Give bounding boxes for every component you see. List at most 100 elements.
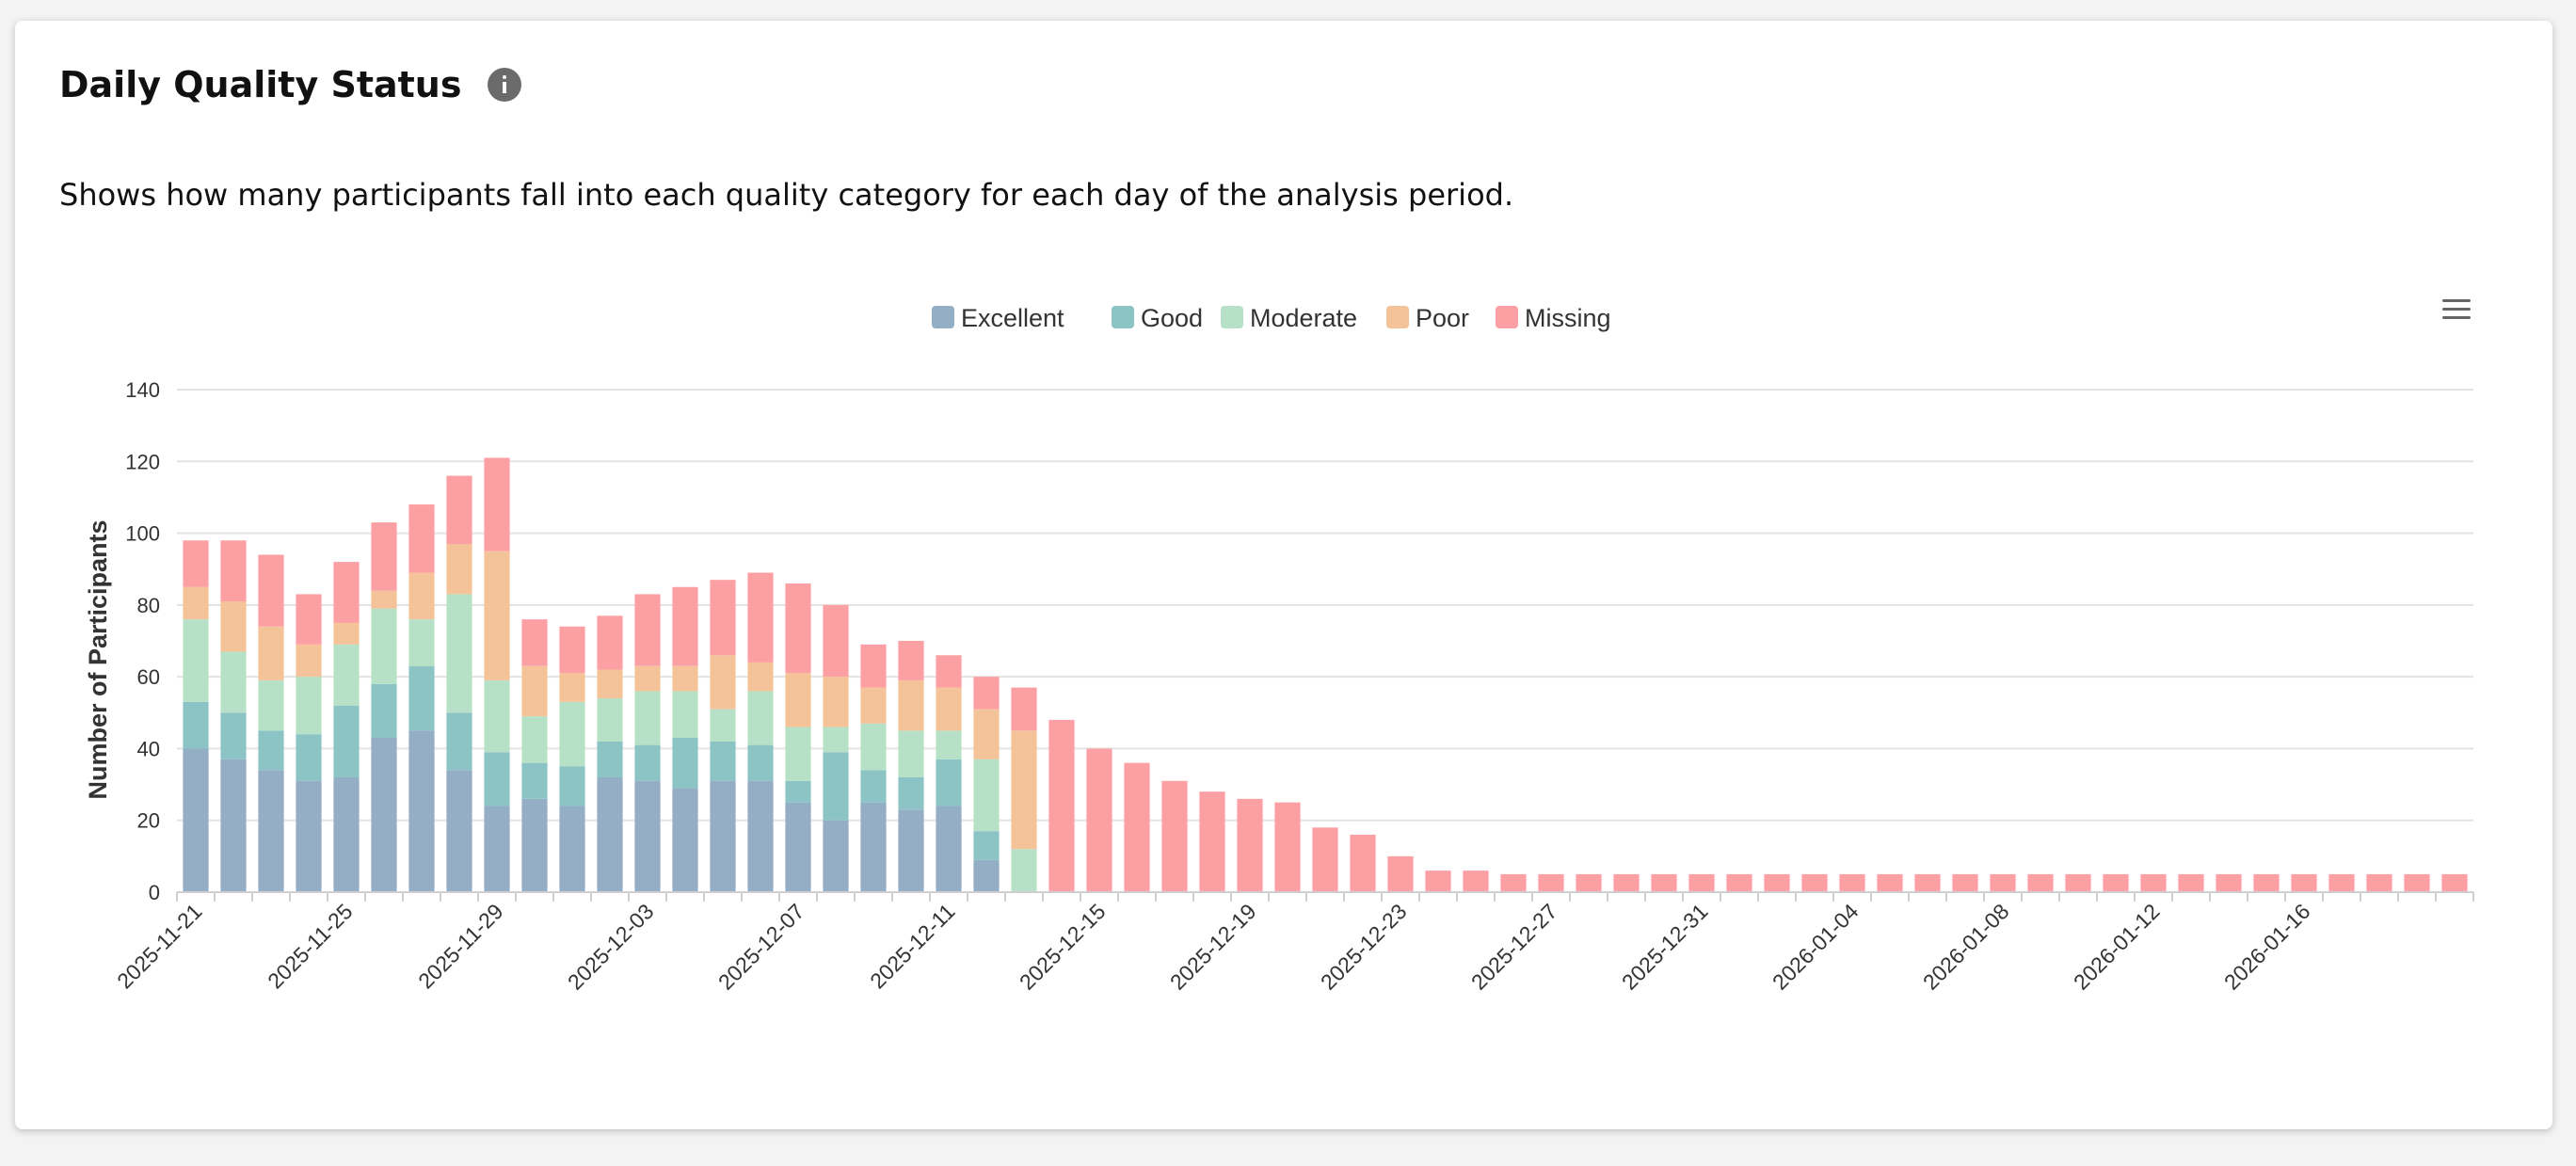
bar-missing[interactable] [1914,873,1941,892]
bar-moderate[interactable] [559,701,585,767]
bar-poor[interactable] [371,590,397,609]
bar-missing[interactable] [446,475,472,545]
bar-moderate[interactable] [408,619,435,666]
bar-excellent[interactable] [710,780,736,892]
bar-missing[interactable] [521,619,548,666]
legend-item-good[interactable]: Good [1112,304,1203,332]
bar-missing[interactable] [1237,798,1263,892]
bar-missing[interactable] [1161,780,1188,892]
bar-excellent[interactable] [408,730,435,892]
bar-missing[interactable] [597,615,623,670]
bar-moderate[interactable] [898,730,924,777]
bar-excellent[interactable] [258,770,284,892]
bar-good[interactable] [672,737,698,789]
bar-missing[interactable] [1651,873,1677,892]
bar-missing[interactable] [2366,873,2392,892]
bar-excellent[interactable] [333,776,360,892]
bar-good[interactable] [408,665,435,731]
bar-missing[interactable] [408,504,435,573]
bar-excellent[interactable] [898,809,924,892]
legend-item-poor[interactable]: Poor [1386,304,1469,332]
bar-missing[interactable] [1952,873,1978,892]
bar-missing[interactable] [936,655,962,688]
bar-poor[interactable] [296,644,322,678]
bar-good[interactable] [484,752,510,807]
bar-missing[interactable] [2065,873,2091,892]
bar-poor[interactable] [785,673,811,727]
bar-good[interactable] [371,683,397,738]
bar-good[interactable] [220,712,247,759]
bar-moderate[interactable] [484,679,510,753]
bar-good[interactable] [183,701,209,749]
bar-missing[interactable] [973,677,1000,710]
bar-good[interactable] [898,776,924,810]
bar-poor[interactable] [220,601,247,652]
bar-good[interactable] [296,734,322,781]
bar-missing[interactable] [672,586,698,666]
bar-good[interactable] [823,752,849,821]
bar-excellent[interactable] [183,748,209,892]
bar-good[interactable] [333,705,360,777]
bar-moderate[interactable] [296,677,322,735]
bar-missing[interactable] [823,604,849,678]
bar-missing[interactable] [1500,873,1527,892]
bar-poor[interactable] [823,677,849,727]
bar-missing[interactable] [1350,834,1376,892]
bar-excellent[interactable] [521,798,548,892]
bar-poor[interactable] [446,544,472,595]
bar-moderate[interactable] [936,730,962,759]
bar-poor[interactable] [484,551,510,680]
bar-poor[interactable] [521,665,548,717]
bar-missing[interactable] [1764,873,1790,892]
bar-missing[interactable] [2103,873,2129,892]
bar-excellent[interactable] [484,806,510,892]
bar-missing[interactable] [1463,871,1489,892]
bar-moderate[interactable] [785,727,811,781]
bar-missing[interactable] [2253,873,2280,892]
bar-good[interactable] [860,770,887,803]
bar-good[interactable] [710,741,736,781]
bar-excellent[interactable] [634,780,661,892]
bar-excellent[interactable] [446,770,472,892]
bar-missing[interactable] [898,641,924,680]
bar-missing[interactable] [1274,802,1301,892]
bar-missing[interactable] [1086,748,1112,892]
bar-poor[interactable] [973,709,1000,759]
bar-missing[interactable] [333,562,360,623]
bar-missing[interactable] [371,522,397,591]
bar-missing[interactable] [559,626,585,674]
bar-missing[interactable] [1688,873,1715,892]
bar-excellent[interactable] [220,759,247,892]
bar-excellent[interactable] [371,737,397,892]
bar-excellent[interactable] [973,859,1000,892]
bar-missing[interactable] [220,540,247,602]
bar-missing[interactable] [785,583,811,674]
bar-missing[interactable] [2441,873,2468,892]
bar-excellent[interactable] [785,802,811,892]
bar-moderate[interactable] [521,716,548,763]
bar-poor[interactable] [710,655,736,710]
bar-missing[interactable] [747,572,774,663]
legend-item-excellent[interactable]: Excellent [932,304,1064,332]
bar-poor[interactable] [634,665,661,692]
bar-excellent[interactable] [597,776,623,892]
bar-missing[interactable] [2291,873,2317,892]
bar-moderate[interactable] [183,619,209,702]
chart-menu-icon[interactable] [2442,297,2474,324]
bar-missing[interactable] [1425,871,1451,892]
bar-moderate[interactable] [1011,849,1037,892]
bar-good[interactable] [747,744,774,781]
bar-missing[interactable] [296,594,322,645]
bar-poor[interactable] [597,669,623,699]
bar-missing[interactable] [1387,855,1414,892]
bar-poor[interactable] [747,662,774,692]
bar-moderate[interactable] [333,644,360,706]
bar-moderate[interactable] [710,709,736,742]
bar-missing[interactable] [2404,873,2430,892]
bar-poor[interactable] [1011,730,1037,850]
bar-missing[interactable] [634,594,661,666]
bar-poor[interactable] [860,687,887,724]
bar-missing[interactable] [2027,873,2054,892]
bar-good[interactable] [973,831,1000,860]
bar-poor[interactable] [183,586,209,620]
